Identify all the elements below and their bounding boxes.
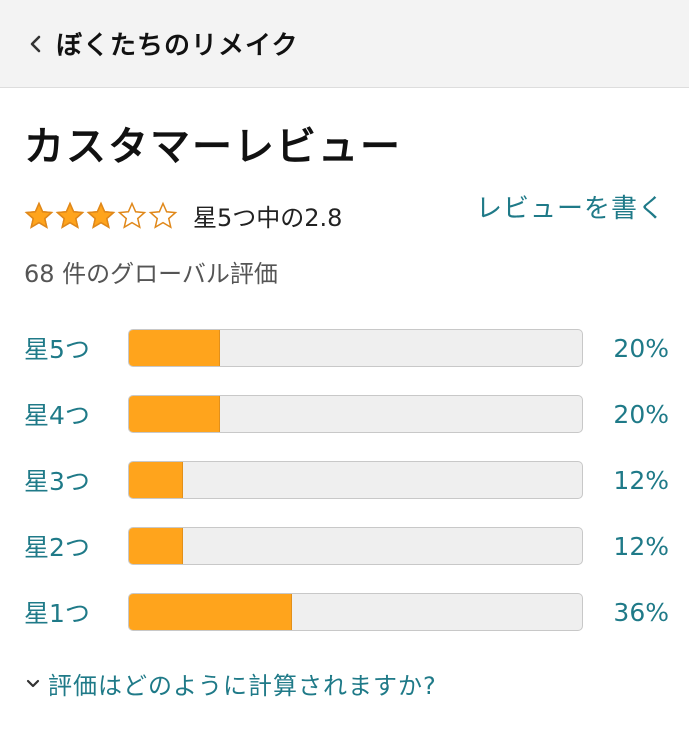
histogram-row[interactable]: 星2つ 12%	[24, 526, 669, 566]
star-icon	[24, 201, 54, 229]
histogram-bar-fill	[129, 594, 293, 630]
histogram-row[interactable]: 星1つ 36%	[24, 592, 669, 632]
histogram-bar	[128, 461, 583, 499]
histogram-bar	[128, 329, 583, 367]
chevron-down-icon	[26, 679, 40, 687]
back-link-label: ぼくたちのリメイク	[56, 31, 299, 61]
histogram-row[interactable]: 星3つ 12%	[24, 460, 669, 500]
star-icon	[117, 201, 147, 229]
global-ratings-count: 68 件のグローバル評価	[24, 260, 278, 288]
histogram-percent: 20%	[613, 399, 669, 429]
histogram-bar-fill	[129, 528, 184, 564]
histogram-percent: 20%	[613, 333, 669, 363]
histogram-bar	[128, 395, 583, 433]
write-review-link[interactable]: レビューを書く	[475, 194, 665, 224]
rating-text: 星5つ中の2.8	[193, 204, 343, 232]
back-link[interactable]: ぼくたちのリメイク	[24, 25, 298, 62]
star-icon	[55, 201, 85, 229]
chevron-left-icon	[30, 35, 41, 52]
histogram-label: 星1つ	[24, 599, 90, 628]
histogram-label: 星2つ	[24, 533, 90, 562]
histogram-bar	[128, 527, 583, 565]
star-icon	[86, 201, 116, 229]
histogram-bar-fill	[129, 330, 220, 366]
histogram-label: 星3つ	[24, 467, 90, 496]
histogram-row[interactable]: 星4つ 20%	[24, 394, 669, 434]
histogram-percent: 36%	[613, 597, 669, 627]
top-nav-bar: ぼくたちのリメイク	[0, 0, 689, 88]
histogram-label: 星4つ	[24, 401, 90, 430]
histogram-bar-fill	[129, 462, 184, 498]
histogram-bar-fill	[129, 396, 220, 432]
histogram-row[interactable]: 星5つ 20%	[24, 328, 669, 368]
section-title: カスタマーレビュー	[24, 124, 402, 170]
histogram-percent: 12%	[613, 531, 669, 561]
star-rating	[24, 201, 179, 231]
how-rating-calculated-label: 評価はどのように計算されますか?	[48, 672, 437, 700]
customer-reviews-section: カスタマーレビュー 星5つ中の2.8 レビューを書く 68 件のグローバル評価 …	[0, 88, 689, 739]
average-rating: 星5つ中の2.8	[24, 198, 342, 233]
histogram-percent: 12%	[613, 465, 669, 495]
star-icon	[148, 201, 178, 229]
histogram-bar	[128, 593, 583, 631]
how-rating-calculated-toggle[interactable]: 評価はどのように計算されますか?	[24, 666, 437, 701]
histogram-label: 星5つ	[24, 335, 90, 364]
